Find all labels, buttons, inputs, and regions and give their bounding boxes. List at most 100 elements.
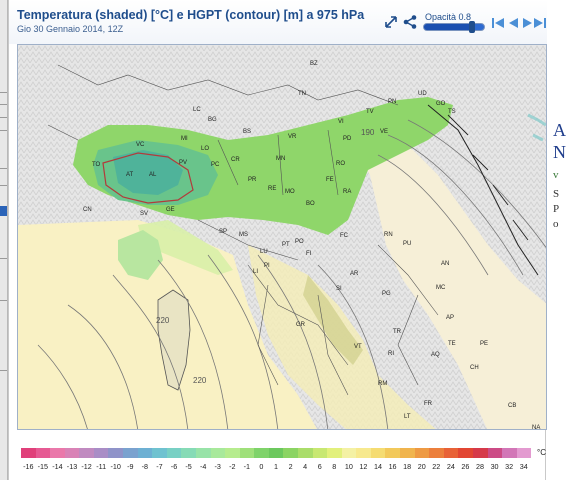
map-title: Temperatura (shaded) [°C] e HGPT (contou… [17,8,365,22]
city-label: PT [282,242,290,248]
colorbar-swatch [123,448,138,458]
colorbar-swatch [152,448,167,458]
city-label: PU [403,241,412,247]
colorbar-tick-label: 0 [259,462,264,471]
colorbar-swatch [64,448,80,458]
rail-tick [0,168,7,169]
share-icon[interactable] [402,14,418,30]
ligurian-sea-cell [118,230,163,280]
city-label: TE [448,341,456,347]
colorbar-swatch [225,448,240,458]
map-subtitle: Gio 30 Gennaio 2014, 12Z [17,24,124,34]
colorbar-swatch [356,448,371,458]
ligurian-coast-band [138,220,233,275]
colorbar-swatch [21,448,36,458]
city-label: CB [508,403,517,409]
corsica [157,289,191,391]
city-label: BG [208,117,217,123]
city-label: LU [260,249,268,255]
city-label: VC [136,142,145,148]
city-label: MS [239,232,248,238]
city-label: CR [231,157,240,163]
city-label: PV [179,160,188,166]
colorbar-swatch [341,448,357,458]
colorbar-swatch [268,448,284,458]
colorbar-tick-label: 4 [303,462,308,471]
colorbar-tick-label: 10 [344,462,353,471]
city-label: LC [193,107,201,113]
colorbar-tick-label: -4 [199,462,207,471]
colorbar-tick-label: 26 [461,462,470,471]
city-label: RI [388,351,394,357]
city-label: BO [306,201,315,207]
colorbar-tick-label: -10 [110,462,121,471]
colorbar-swatch [385,448,401,458]
city-label: PR [248,177,257,183]
colorbar-swatch [108,448,124,458]
colorbar-swatch [137,448,153,458]
next-frame-icon[interactable] [521,16,535,30]
colorbar-swatch [210,448,226,458]
dalmatian-islands [447,114,529,241]
opacity-slider[interactable] [423,21,485,33]
weather-map[interactable]: 190 220 220 BZ TN UD TS PN VC LC BG BS VR VI PD TV VE… [17,44,547,430]
resize-icon[interactable] [383,14,399,30]
apennine-highlands [303,275,363,365]
opacity-slider-handle[interactable] [469,21,475,33]
colorbar-tick-label: 34 [519,462,528,471]
city-label: PI [264,263,270,269]
previous-frame-icon[interactable] [506,16,520,30]
city-label: RN [384,232,393,238]
rail-tick [0,117,7,118]
colorbar-tick-label: 28 [476,462,484,471]
colorbar-tick-label: 2 [288,462,293,471]
colorbar-tick-label: 1 [274,462,278,471]
first-frame-icon[interactable] [491,16,505,30]
last-frame-icon[interactable] [533,16,547,30]
city-label: TS [448,109,456,115]
left-scroll-rail [0,0,8,480]
rail-tick [0,370,7,371]
colorbar-swatch [502,448,517,458]
city-label: AL [149,172,157,178]
rail-tick [0,130,7,131]
city-label: TN [298,91,306,97]
croatian-coast [427,104,539,276]
opacity-label: Opacità 0.8 [425,12,472,22]
city-label: AP [446,315,455,321]
colorbar-tick-label: -5 [185,462,192,471]
colorbar-swatch [327,448,342,458]
colorbar-tick-label: 8 [332,462,337,471]
colorbar-tick-label: -13 [66,462,78,471]
colorbar-swatch [487,448,503,458]
temperature-colorbar [21,448,532,458]
colorbar-tick-label: 20 [417,462,426,471]
colorbar-unit: °C [537,448,546,457]
city-label: LT [404,414,411,420]
city-label: FR [424,401,432,407]
colorbar-swatch [312,448,328,458]
city-label: CH [470,365,479,371]
colorbar-tick-label: 18 [403,462,412,471]
side-letter: S [553,188,560,200]
city-label: CN [83,207,92,213]
hgpt-contours [37,119,546,429]
city-label: TO [92,162,101,168]
city-label: SI [336,286,342,292]
city-label: MO [285,189,295,195]
city-label: VE [380,129,389,135]
colorbar-tick-label: -2 [229,462,236,471]
side-panel: A N v S P o [548,0,570,480]
colorbar-labels: -16 -15 -14 -13 -12 -11 -10 -9 -8 -7 -6 -5 -4 -3 -2 -1 0… [21,462,531,472]
map-canvas: 190 220 220 [18,45,546,429]
opacity-slider-fill [424,24,472,30]
colorbar-swatch [239,448,255,458]
rail-active-marker[interactable] [0,206,7,216]
rail-tick [0,92,7,93]
northeast-cold-patch [527,113,546,142]
side-letter: P [553,203,560,215]
city-label: MI [181,136,188,142]
colorbar-tick-label: 6 [317,462,322,471]
colorbar-tick-label: -12 [81,462,92,471]
colorbar-tick-label: -11 [96,462,107,471]
